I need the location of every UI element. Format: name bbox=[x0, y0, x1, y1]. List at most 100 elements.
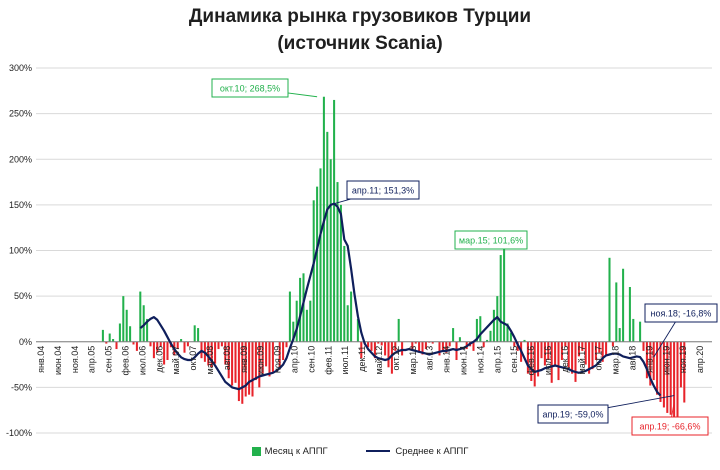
x-tick-label: фев.16 bbox=[526, 346, 536, 376]
bar bbox=[588, 341, 591, 374]
annotation-label: ноя.18; -16,8% bbox=[651, 309, 712, 319]
x-tick-label: фев.11 bbox=[323, 346, 333, 375]
bar bbox=[656, 341, 659, 395]
y-tick-label: -50% bbox=[11, 382, 32, 392]
x-tick-label: сен.10 bbox=[306, 346, 316, 373]
bar bbox=[129, 326, 132, 342]
annotation-box bbox=[346, 180, 420, 200]
x-tick-label: апр.10 bbox=[290, 346, 300, 373]
y-tick-label: -100% bbox=[6, 428, 32, 438]
bar bbox=[146, 318, 149, 342]
bar bbox=[642, 341, 645, 351]
bar bbox=[482, 341, 485, 348]
bar bbox=[452, 328, 455, 342]
x-tick-label: янв.19 bbox=[644, 346, 654, 373]
bar bbox=[445, 341, 448, 353]
annotation-box bbox=[644, 303, 718, 323]
x-tick-label: окт.12 bbox=[391, 346, 401, 371]
annotation-box bbox=[454, 230, 528, 250]
bar bbox=[180, 339, 183, 342]
bar bbox=[564, 341, 567, 347]
bar bbox=[346, 305, 349, 342]
bar bbox=[639, 321, 642, 342]
bar bbox=[125, 309, 128, 342]
bar bbox=[299, 277, 302, 342]
bar bbox=[316, 186, 319, 342]
bar bbox=[414, 341, 417, 344]
x-tick-label: июн.14 bbox=[459, 346, 469, 375]
bar bbox=[343, 245, 346, 342]
annotation-label: апр.11; 151,3% bbox=[352, 186, 414, 196]
bar bbox=[258, 341, 261, 388]
x-tick-label: ноя.19 bbox=[678, 346, 688, 373]
bar bbox=[152, 341, 155, 359]
y-tick-label: 0% bbox=[19, 337, 32, 347]
bar bbox=[227, 341, 230, 379]
x-tick-label: апр.15 bbox=[492, 346, 502, 373]
bar bbox=[479, 316, 482, 342]
bar bbox=[244, 341, 247, 397]
bar bbox=[387, 341, 390, 368]
bar bbox=[557, 341, 560, 381]
annotation-box bbox=[631, 416, 709, 436]
bar bbox=[254, 341, 257, 381]
bar bbox=[377, 341, 380, 344]
bar bbox=[105, 341, 108, 344]
bar bbox=[373, 341, 376, 359]
average-line bbox=[139, 202, 662, 397]
bar bbox=[584, 341, 587, 365]
x-tick-label: июн.09 bbox=[256, 346, 266, 375]
legend-bar-swatch bbox=[251, 446, 261, 456]
annotation-label: мар.15; 101,6% bbox=[459, 236, 523, 246]
bar bbox=[149, 341, 152, 347]
bar bbox=[305, 309, 308, 342]
bar bbox=[676, 341, 679, 420]
bar bbox=[458, 337, 461, 342]
bar bbox=[384, 341, 387, 356]
x-tick-label: май.12 bbox=[374, 346, 384, 375]
bar bbox=[285, 341, 288, 348]
bar bbox=[615, 282, 618, 342]
bar bbox=[350, 291, 353, 342]
bar bbox=[132, 341, 135, 345]
x-tick-label: сен.05 bbox=[104, 346, 114, 373]
bar bbox=[652, 341, 655, 381]
bar bbox=[197, 328, 200, 342]
bar bbox=[122, 296, 125, 342]
bar bbox=[101, 329, 104, 342]
bar bbox=[224, 341, 227, 365]
bar bbox=[251, 341, 254, 397]
bar bbox=[547, 341, 550, 360]
bar bbox=[193, 325, 196, 342]
bar bbox=[166, 341, 169, 360]
y-tick-label: 150% bbox=[9, 200, 32, 210]
bar bbox=[115, 341, 118, 350]
bar bbox=[441, 341, 444, 351]
legend-line-label: Среднее к АППГ bbox=[395, 446, 469, 457]
bar bbox=[673, 341, 676, 417]
bar bbox=[550, 341, 553, 383]
bar bbox=[265, 341, 268, 367]
bar bbox=[282, 341, 285, 360]
bar bbox=[421, 341, 424, 355]
bar bbox=[319, 168, 322, 342]
bar bbox=[543, 341, 546, 366]
x-tick-label: фев.06 bbox=[121, 346, 131, 376]
bar bbox=[581, 341, 584, 351]
x-tick-label: янв.09 bbox=[239, 346, 249, 373]
legend-item-bars: Месяц к АППГ bbox=[251, 446, 328, 457]
bar bbox=[142, 305, 145, 342]
bar bbox=[622, 268, 625, 342]
bar bbox=[397, 318, 400, 342]
annotation-label: апр.19; -66,6% bbox=[640, 422, 701, 432]
legend-bar-label: Месяц к АППГ bbox=[264, 446, 328, 457]
bar bbox=[611, 341, 614, 347]
bar bbox=[380, 341, 383, 346]
bar bbox=[669, 341, 672, 415]
bar bbox=[176, 341, 179, 350]
annotation-label: апр.19; -59,0% bbox=[543, 410, 604, 420]
bar bbox=[261, 341, 264, 374]
bar bbox=[231, 341, 234, 386]
bar bbox=[248, 341, 251, 395]
